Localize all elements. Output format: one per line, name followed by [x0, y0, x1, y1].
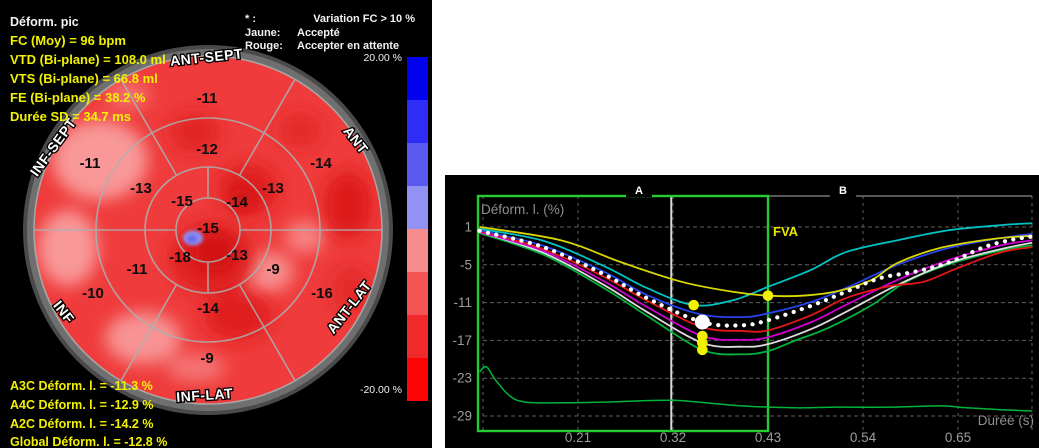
curve-global-average-dotted: [477, 228, 1035, 328]
segment-grid: [33, 55, 383, 405]
y-tick-label: -29: [452, 409, 472, 424]
x-axis-title: Durée (s): [978, 413, 1034, 428]
result-line: A3C Déform. l. = -11.3 %: [10, 379, 153, 393]
measurement-stats: FC (Moy) = 96 bpm VTD (Bi-plane) = 108.0…: [10, 31, 166, 126]
colorbar-segment: [407, 186, 428, 229]
result-line: Global Déform. l. = -12.8 %: [10, 435, 168, 448]
y-tick-label: 1: [464, 220, 472, 235]
x-tick-label: 0.65: [945, 430, 971, 445]
segment-value: -9: [266, 261, 279, 278]
bullseye-panel: -11 -14 -16 -9 -10 -11 -12 -13 -9 -14 -1…: [0, 0, 432, 448]
interval-marker-b: B: [839, 185, 847, 197]
fva-label: FVA: [773, 224, 799, 239]
strain-results: A3C Déform. l. = -11.3 % A4C Déform. l. …: [10, 377, 167, 448]
colorbar-segment: [407, 229, 428, 272]
segment-value: -14: [197, 300, 219, 317]
roi-box[interactable]: [476, 194, 770, 433]
y-tick-label: -5: [460, 257, 472, 272]
stat-line: VTD (Bi-plane) = 108.0 ml: [10, 52, 166, 67]
legend-key: Rouge:: [245, 40, 283, 52]
colorbar-segment: [407, 143, 428, 186]
y-tick-label: -17: [452, 333, 472, 348]
y-tick-label: -11: [453, 295, 472, 310]
segment-value: -13: [226, 247, 248, 264]
strain-colorbar: [407, 57, 428, 401]
bullseye-map[interactable]: -11 -14 -16 -9 -10 -11 -12 -13 -9 -14 -1…: [0, 0, 432, 448]
segment-value: -13: [130, 180, 152, 197]
curve-segment-green: [479, 232, 1033, 356]
legend-value: Variation FC > 10 %: [313, 13, 415, 25]
interval-marker-a: A: [635, 185, 643, 197]
region-label-inf-lat: INF-LAT: [176, 385, 234, 405]
colorbar-segment: [407, 272, 428, 315]
segment-value: -13: [262, 180, 284, 197]
legend-row: Rouge: Accepter en attente: [245, 40, 415, 54]
curve-segment-white: [479, 231, 1033, 348]
strain-map-disc[interactable]: [30, 52, 386, 408]
curve-segment-red: [479, 229, 1033, 333]
legend-value: Accepté: [297, 26, 340, 39]
curve-segment-cyan: [479, 222, 1033, 307]
x-tick-label: 0.32: [660, 430, 686, 445]
segment-value: -16: [311, 285, 333, 302]
segment-value: -14: [226, 194, 248, 211]
segment-value: -15: [197, 220, 219, 237]
segment-value: -12: [196, 141, 218, 158]
segment-value: -18: [169, 249, 191, 266]
result-line: A4C Déform. l. = -12.9 %: [10, 397, 154, 412]
colorbar-min-label: -20.00 %: [359, 384, 402, 396]
curve-segment-blue: [479, 229, 1033, 319]
status-legend: * : Variation FC > 10 % Jaune: Accepté R…: [245, 13, 415, 54]
panel-title: Déform. pic: [10, 15, 79, 29]
segment-value: -11: [127, 261, 148, 278]
colorbar-segment: [407, 57, 428, 100]
peak-marker-segment-green[interactable]: [697, 344, 708, 356]
segment-value: -15: [171, 193, 193, 210]
peak-marker-global-average[interactable]: [694, 314, 710, 330]
stat-line: Durée SD = 34.7 ms: [10, 109, 132, 124]
legend-value: Accepter en attente: [297, 40, 400, 52]
colorbar-segment: [407, 315, 428, 358]
x-tick-label: 0.21: [565, 430, 591, 445]
segment-value: -11: [80, 155, 101, 172]
x-tick-label: 0.54: [850, 430, 877, 445]
legend-key: Jaune:: [245, 26, 281, 39]
y-tick-label: -23: [452, 371, 472, 386]
stat-line: FE (Bi-plane) = 38.2 %: [10, 90, 146, 105]
segment-value: -14: [310, 155, 332, 172]
y-axis-title: Déform. l. (%): [481, 202, 564, 217]
segment-values: -11 -14 -16 -9 -10 -11 -12 -13 -9 -14 -1…: [80, 90, 333, 367]
result-line: A2C Déform. l. = -14.2 %: [10, 416, 154, 431]
curve-segment-yellow: [479, 226, 1033, 298]
peak-marker-segment-cyan[interactable]: [688, 299, 700, 311]
strain-curves-chart[interactable]: 1 -5 -11 -17 -23 -29 0.21 0.32 0.43 0.54 0.65 A B FVA…: [445, 175, 1039, 448]
curve-segment-magenta: [479, 231, 1033, 341]
segment-value: -10: [82, 285, 104, 302]
colorbar-segment: [407, 358, 428, 401]
colorbar-max-label: 20.00 %: [363, 52, 402, 64]
legend-row: Jaune: Accepté: [245, 27, 415, 41]
segment-value: -11: [197, 90, 218, 107]
strain-curves-panel: 1 -5 -11 -17 -23 -29 0.21 0.32 0.43 0.54 0.65 A B FVA…: [445, 175, 1039, 448]
x-tick-label: 0.43: [755, 430, 781, 445]
legend-key: * :: [245, 13, 256, 25]
stat-line: VTS (Bi-plane) = 66.8 ml: [10, 71, 158, 86]
colorbar-segment: [407, 100, 428, 143]
curve-ecg: [479, 365, 1033, 412]
interval-marker-b-box[interactable]: [830, 182, 856, 197]
interval-marker-a-box[interactable]: [626, 182, 652, 197]
blue-blob: [183, 230, 203, 246]
stat-line: FC (Moy) = 96 bpm: [10, 33, 126, 48]
legend-row: * : Variation FC > 10 %: [245, 13, 415, 27]
peak-marker-segment-yellow[interactable]: [762, 290, 774, 301]
segment-value: -9: [200, 350, 213, 367]
